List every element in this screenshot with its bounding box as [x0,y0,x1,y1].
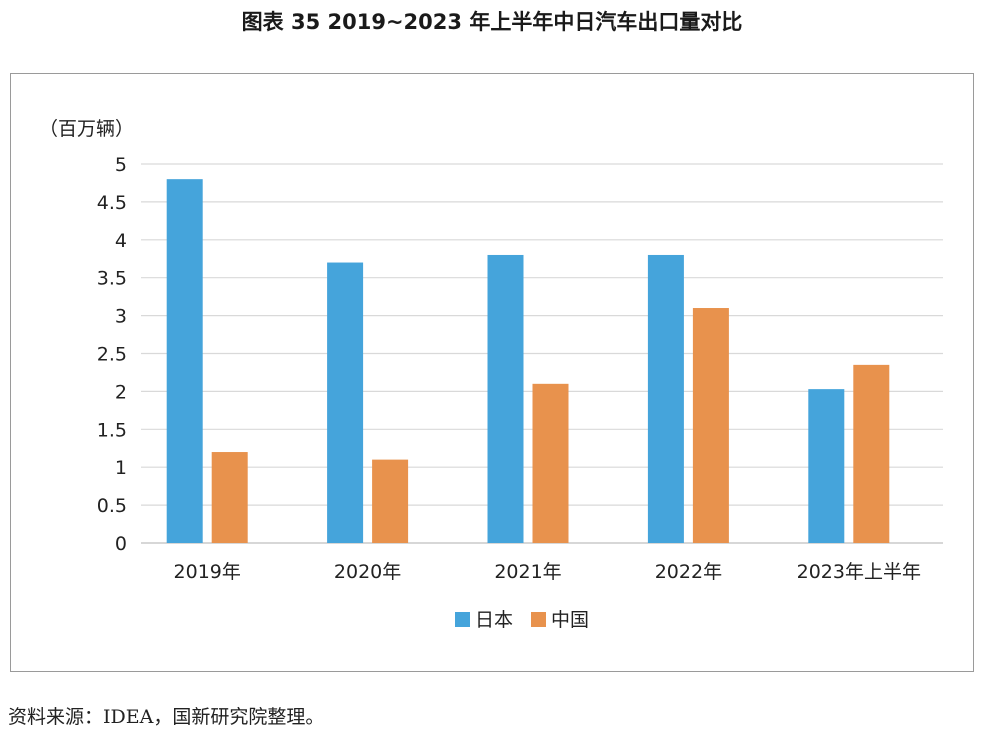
y-tick-label: 2.5 [97,344,127,366]
y-tick-label: 4.5 [97,192,127,214]
bar-china [532,383,569,543]
bar-china [211,452,248,543]
x-tick-label: 2021年 [494,561,561,583]
x-tick-label: 2022年 [655,561,722,583]
chart-frame: （百万辆） 0 0.5 1 1.5 2 2.5 3 3.5 4 4.5 5 2019年 2020年 2021… [10,73,974,672]
y-tick-label: 2 [115,381,127,403]
bar-china [372,459,409,543]
bar-chart: （百万辆） 0 0.5 1 1.5 2 2.5 3 3.5 4 4.5 5 2019年 2020年 2021… [39,118,943,631]
y-tick-label: 1.5 [97,419,127,441]
legend-label-china: 中国 [551,609,589,631]
legend-swatch-japan [455,612,470,627]
bar-japan [166,179,203,543]
x-tick-label: 2019年 [174,561,241,583]
bar-japan [808,389,845,543]
y-tick-label: 0 [115,533,127,555]
chart-title: 图表 35 2019~2023 年上半年中日汽车出口量对比 [241,10,743,34]
bar-china [692,308,729,543]
x-tick-label: 2020年 [334,561,401,583]
legend-swatch-china [531,612,546,627]
x-tick-label: 2023年上半年 [797,561,921,583]
y-tick-label: 0.5 [97,495,127,517]
bar-japan [487,254,524,543]
y-tick-label: 1 [115,457,127,479]
bar-china [853,364,890,543]
bar-japan [647,254,684,543]
y-tick-label: 4 [115,230,127,252]
y-tick-label: 5 [115,154,127,176]
y-tick-label: 3.5 [97,268,127,290]
bar-japan [327,262,364,543]
legend-label-japan: 日本 [475,609,513,631]
y-tick-label: 3 [115,306,127,328]
source-note: 资料来源：IDEA，国新研究院整理。 [8,706,325,728]
y-axis-label: （百万辆） [39,118,134,140]
